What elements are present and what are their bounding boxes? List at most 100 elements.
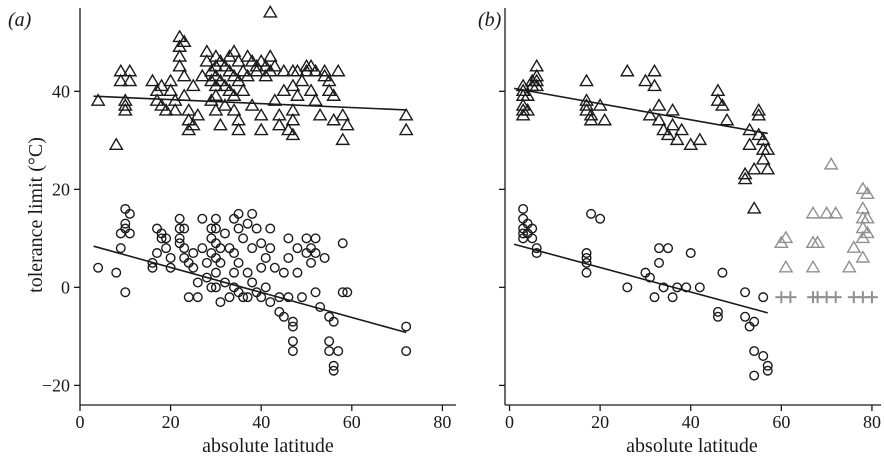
triangle-point [222, 83, 237, 97]
panel-label: (b) [478, 9, 502, 31]
triangle-point [217, 58, 233, 72]
triangle-point [117, 103, 133, 116]
circle-point [256, 238, 267, 249]
x-axis-label: absolute latitude [202, 435, 334, 457]
circle-point [278, 311, 289, 322]
triangle-point [751, 127, 767, 141]
x-tick-label: 20 [591, 412, 609, 432]
triangle-point [746, 201, 762, 214]
triangle-point [751, 103, 767, 116]
circle-point [319, 252, 330, 263]
circle-point [188, 248, 199, 259]
triangle-point [303, 83, 319, 97]
triangle-point [647, 63, 662, 77]
triangle-point [520, 88, 536, 101]
triangle-point [760, 161, 776, 175]
triangle-point [638, 73, 653, 87]
triangle-point [810, 235, 825, 248]
triangle-point [719, 112, 735, 126]
circle-point [581, 248, 592, 259]
triangle-point [737, 171, 753, 185]
triangle-point [710, 93, 726, 106]
circle-point [147, 262, 158, 273]
circle-point [238, 233, 249, 244]
regression-line [513, 87, 768, 135]
circle-point [663, 243, 674, 254]
x-axis-label: absolute latitude [626, 435, 758, 457]
circle-point [124, 228, 135, 239]
triangle-point [217, 78, 233, 92]
triangle-point [267, 93, 283, 106]
triangle-point [208, 88, 224, 101]
circle-point [283, 233, 294, 244]
circle-point [527, 223, 538, 234]
circle-point [685, 248, 696, 259]
circle-point [156, 233, 167, 244]
triangle-point [715, 98, 730, 111]
triangle-point [244, 98, 260, 111]
circle-point [531, 243, 542, 254]
circle-point [310, 248, 321, 259]
circle-point [206, 223, 217, 234]
triangle-point [674, 122, 690, 136]
triangle-point [167, 103, 183, 116]
circle-point [256, 262, 267, 273]
plus-point [829, 291, 842, 304]
circle-point [292, 267, 303, 278]
triangle-point [280, 122, 296, 136]
circle-point [283, 292, 294, 303]
triangle-point [271, 107, 287, 121]
triangle-point [828, 205, 844, 219]
triangle-point [262, 5, 278, 18]
x-tick-label: 60 [772, 412, 790, 432]
y-tick-label: −20 [42, 375, 70, 395]
circle-point [210, 267, 221, 278]
triangle-point [860, 186, 875, 199]
circle-point [188, 262, 199, 273]
circle-point [242, 292, 253, 303]
circle-point [328, 316, 339, 327]
y-tick-label: 40 [52, 81, 70, 101]
triangle-point [253, 107, 269, 121]
triangle-point [108, 137, 124, 150]
circle-point [179, 243, 190, 254]
circle-point [152, 248, 163, 259]
circle-point [287, 316, 298, 327]
circle-point [581, 267, 592, 278]
circle-point [324, 336, 335, 347]
circle-point [694, 282, 705, 293]
circle-point [269, 262, 280, 273]
triangle-point [244, 54, 260, 67]
triangle-point [267, 58, 283, 72]
y-tick-label: 0 [61, 277, 70, 297]
triangle-point [294, 73, 310, 87]
triangle-point [398, 107, 414, 121]
circle-point [712, 311, 723, 322]
circle-point [247, 208, 258, 219]
triangle-point [860, 225, 875, 239]
circle-point [401, 321, 412, 332]
triangle-point [846, 240, 862, 253]
triangle-point [176, 68, 192, 82]
circle-point [749, 370, 760, 381]
triangle-point [190, 107, 206, 121]
circle-point [622, 282, 633, 293]
triangle-point [579, 73, 594, 87]
triangle-point [285, 127, 301, 141]
x-tick-label: 60 [343, 412, 361, 432]
circle-point [287, 346, 298, 357]
triangle-point [805, 205, 821, 219]
triangle-point [529, 78, 545, 92]
circle-point [210, 223, 221, 234]
regression-line [93, 95, 407, 111]
triangle-point [185, 78, 201, 92]
triangle-point [642, 107, 658, 121]
circle-point [333, 346, 344, 357]
circle-point [717, 267, 728, 278]
x-tick-label: 0 [505, 412, 514, 432]
circle-point [165, 252, 176, 263]
circle-point [247, 243, 258, 254]
circle-point [310, 287, 321, 298]
triangle-point [122, 73, 138, 87]
circle-point [337, 287, 348, 298]
